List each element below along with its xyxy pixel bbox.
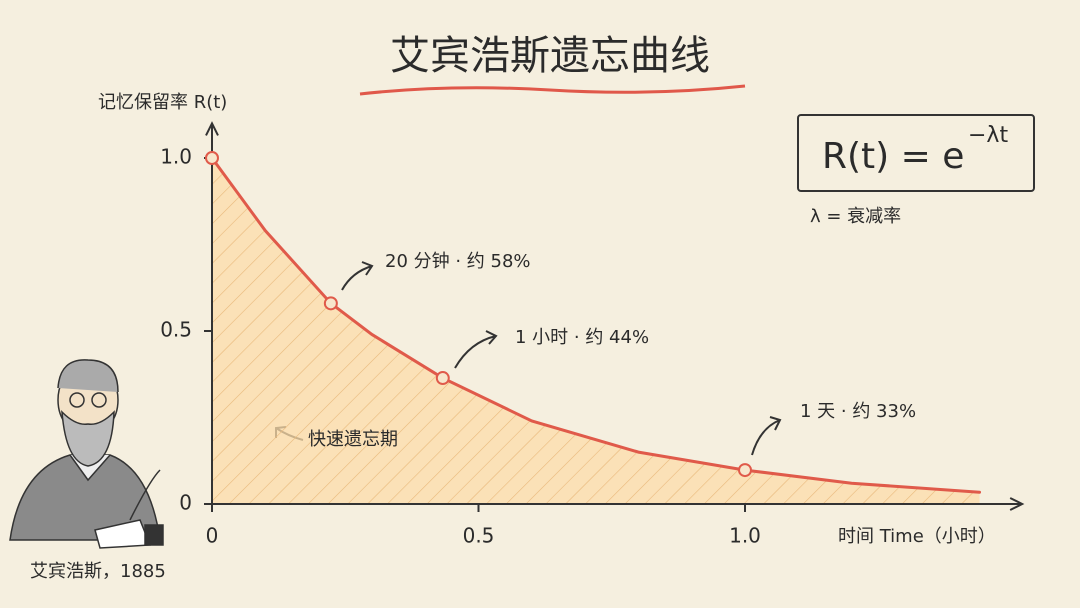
annotation: 快速遗忘期 <box>308 429 398 450</box>
point-marker <box>323 296 338 311</box>
x-axis <box>206 497 1025 511</box>
point-marker <box>435 371 450 386</box>
portrait <box>9 359 164 549</box>
y-tick-label: 0.5 <box>160 318 192 342</box>
title-underline <box>359 84 746 96</box>
y-tick-label: 1.0 <box>160 145 192 169</box>
y-tick-label: 0 <box>179 491 192 515</box>
formula-exponent: −λt <box>968 123 1008 148</box>
formula: R(t) = e <box>822 136 964 177</box>
y-axis-label: 记忆保留率 R(t) <box>98 92 227 113</box>
y-axis <box>205 121 219 510</box>
x-tick-label: 0.5 <box>463 524 495 548</box>
x-axis-label: 时间 Time（小时） <box>838 526 996 547</box>
caption: 艾宾浩斯，1885 <box>30 561 166 582</box>
chart-title: 艾宾浩斯遗忘曲线 <box>390 33 710 79</box>
area-hatch <box>212 158 980 504</box>
formula-box <box>797 114 1035 192</box>
formula-note: λ = 衰减率 <box>810 206 901 227</box>
x-tick-label: 0 <box>206 524 219 548</box>
annotation: 20 分钟 · 约 58% <box>385 251 531 272</box>
curve <box>210 156 982 494</box>
annotation: 1 小时 · 约 44% <box>515 327 649 348</box>
point-marker <box>205 151 219 165</box>
annotation: 1 天 · 约 33% <box>800 401 916 422</box>
x-tick-label: 1.0 <box>729 524 761 548</box>
point-marker <box>738 463 752 478</box>
